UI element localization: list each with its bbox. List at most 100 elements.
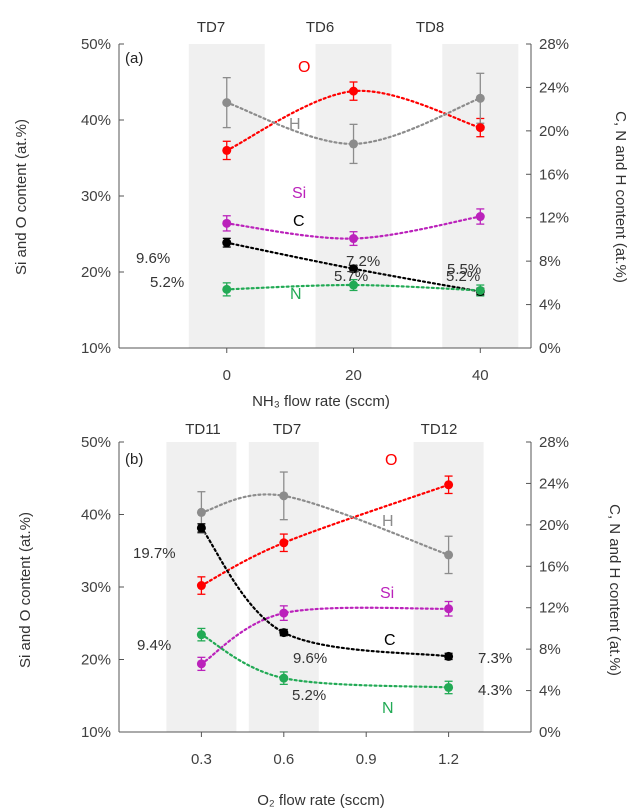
panel-b-label-o: O [385, 452, 397, 469]
panel-b-ylabel-left: Si and O content (at.%) [17, 512, 34, 668]
panel-a-point-h-2 [475, 93, 485, 103]
panel-a-annotation-4: 5.2% [150, 274, 184, 291]
panel-a-ytick-left-4: 50% [81, 36, 111, 53]
panel-b-xlabel: O₂ flow rate (sccm) [257, 792, 385, 809]
panel-b-point-h-2 [444, 550, 454, 560]
panel-a-point-c-0 [222, 238, 232, 248]
panel-b-annotation-3: 9.6% [293, 650, 327, 667]
panel-a-label: (a) [125, 50, 143, 67]
panel-b-xtick-0: 0.3 [191, 751, 212, 768]
panel-b-label-h: H [382, 513, 394, 530]
panel-b-sample-1: TD11 [185, 421, 221, 438]
panel-a-ytick-right-6: 24% [539, 79, 569, 96]
panel-b-label-c: C [384, 632, 396, 649]
panel-b-xtick-2: 0.9 [356, 751, 377, 768]
panel-b-ytick-right-4: 16% [539, 558, 569, 575]
panel-b-point-n-1 [279, 673, 289, 683]
panel-b-point-c-2 [444, 651, 454, 661]
panel-a-point-n-2 [475, 285, 485, 295]
panel-a-annotation-3: 5.5% [447, 261, 481, 278]
panel-b-ytick-right-6: 24% [539, 475, 569, 492]
panel-b-curve-o [200, 483, 450, 587]
panel-b-chart: 10% 20% 30% 40% 50% 0% 4% 8% 12% 16% 20% 24% 28% 0.3 0… [17, 421, 623, 809]
panel-a-annotation-2: 7.2% [346, 253, 380, 270]
panel-a-point-n-0 [222, 284, 232, 294]
panel-b-ytick-left-1: 20% [81, 652, 111, 669]
panel-a-ytick-right-2: 8% [539, 253, 561, 270]
panel-a-annotation-6: 5.2% [446, 268, 480, 285]
panel-a-point-o-2 [475, 123, 485, 133]
panel-b-annotation-6: 4.3% [478, 682, 512, 699]
panel-a-ytick-left-1: 20% [81, 264, 111, 281]
panel-a-xtick-0: 0 [223, 367, 231, 384]
panel-a-label-c: C [293, 213, 305, 230]
panel-b-annotation-5: 7.3% [478, 650, 512, 667]
panel-b-point-si-1 [279, 608, 289, 618]
panel-b-point-si-0 [196, 659, 206, 669]
panel-a-xtick-1: 20 [345, 367, 362, 384]
panel-b-point-h-0 [196, 507, 206, 517]
panel-a-label-si: Si [292, 185, 306, 202]
panel-b-point-o-0 [196, 581, 206, 591]
panel-a-point-si-2 [475, 212, 485, 222]
panel-a-point-o-1 [349, 86, 359, 96]
panel-b-point-n-2 [444, 682, 454, 692]
panel-a-sample-2: TD6 [306, 19, 334, 36]
panel-b-point-si-2 [444, 604, 454, 614]
panel-a-ytick-right-1: 4% [539, 297, 561, 314]
panel-b-ytick-left-2: 30% [81, 579, 111, 596]
panel-b-ytick-right-0: 0% [539, 724, 561, 741]
panel-a-ytick-right-0: 0% [539, 340, 561, 357]
panel-a-xtick-2: 40 [472, 367, 489, 384]
panel-b-label: (b) [125, 451, 143, 468]
panel-b-ytick-right-1: 4% [539, 683, 561, 700]
panel-a-ytick-left-2: 30% [81, 188, 111, 205]
panel-a-label-n: N [290, 286, 302, 303]
panel-b-points [196, 480, 454, 692]
panel-a-point-si-1 [349, 234, 359, 244]
panel-a-label-o: O [298, 59, 310, 76]
panel-b-label-n: N [382, 700, 394, 717]
panel-b-ytick-left-0: 10% [81, 724, 111, 741]
panel-b-ytick-right-5: 20% [539, 517, 569, 534]
panel-a-sample-3: TD8 [416, 19, 444, 36]
panel-a-ytick-left-3: 40% [81, 112, 111, 129]
panel-a-ytick-right-3: 12% [539, 210, 569, 227]
panel-a-point-si-0 [222, 218, 232, 228]
panel-b-point-c-0 [196, 523, 206, 533]
panel-a-chart: 10% 20% 30% 40% 50% 0% 4% 8% 12% 16% 20% 24% 28% 0 20 4… [13, 19, 629, 410]
panel-a-point-h-0 [222, 98, 232, 108]
panel-b-sample-3: TD12 [421, 421, 458, 438]
panel-b-point-h-1 [279, 491, 289, 501]
panel-b-axes: 10% 20% 30% 40% 50% 0% 4% 8% 12% 16% 20% 24% 28% 0.3 0… [81, 434, 569, 768]
panel-b-ytick-right-3: 12% [539, 600, 569, 617]
panel-b-point-c-1 [279, 628, 289, 638]
panel-a-ylabel-left: Si and O content (at.%) [13, 119, 30, 275]
panel-b-curve-c [200, 526, 450, 658]
panel-b-curve-n [200, 633, 450, 689]
panel-a-point-c-1 [349, 264, 359, 274]
panel-a-points [222, 86, 485, 297]
panel-b-xtick-1: 0.6 [273, 751, 294, 768]
panel-a-annotation-5: 5.7% [334, 268, 368, 285]
panel-b-ytick-right-7: 28% [539, 434, 569, 451]
panel-b-ytick-left-4: 50% [81, 434, 111, 451]
panel-b-ytick-right-2: 8% [539, 641, 561, 658]
panel-a-ytick-right-7: 28% [539, 36, 569, 53]
panel-b-xtick-3: 1.2 [438, 751, 459, 768]
panel-a-label-h: H [289, 116, 301, 133]
panel-b-label-si: Si [380, 585, 394, 602]
panel-b-point-o-2 [444, 480, 454, 490]
panel-a-point-o-0 [222, 145, 232, 155]
panel-a-annotation-1: 9.6% [136, 250, 170, 267]
panel-b-annotation-1: 19.7% [133, 545, 176, 562]
panel-a-ytick-right-4: 16% [539, 166, 569, 183]
panel-a-ytick-right-5: 20% [539, 123, 569, 140]
panel-b-sample-2: TD7 [273, 421, 301, 438]
panel-a-axes: 10% 20% 30% 40% 50% 0% 4% 8% 12% 16% 20% 24% 28% 0 20 4… [81, 36, 569, 384]
panel-b-point-n-0 [196, 630, 206, 640]
panel-b-annotation-2: 9.4% [137, 637, 171, 654]
panel-a-point-h-1 [349, 139, 359, 149]
panel-b-ytick-left-3: 40% [81, 507, 111, 524]
